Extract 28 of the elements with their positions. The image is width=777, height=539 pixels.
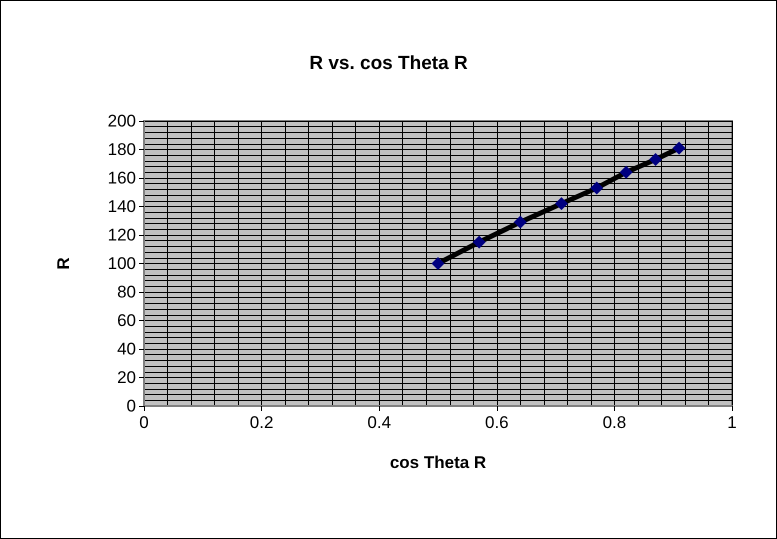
point [672,142,686,155]
point [514,216,527,229]
x-tick-label: 0.6 [484,413,509,432]
y-tick-label: 200 [108,112,136,130]
x-tick-label: 1 [727,413,737,432]
y-tick-label: 100 [108,254,136,273]
y-tick-label: 60 [117,311,136,330]
point [432,257,444,270]
point [472,236,486,249]
y-tick-label: 0 [126,396,136,416]
x-tick-label: 0.8 [602,413,626,432]
chart-title: R vs. cos Theta R [309,53,468,74]
x-tick-label: 0.4 [367,413,392,432]
x-tick-label: 0.2 [250,413,274,432]
x-axis-title: cos Theta R [390,453,486,472]
point [554,197,568,210]
point [590,181,604,194]
y-tick-label: 140 [108,197,136,216]
x-tick-label: 0 [139,413,149,432]
y-tick-label: 40 [117,340,136,358]
y-tick-label: 120 [108,226,136,244]
y-axis-title: R [54,257,73,270]
y-tick-label: 180 [108,140,136,159]
y-tick-label: 80 [117,282,136,302]
point [649,152,662,166]
point [620,166,633,179]
y-tick-label: 160 [108,168,136,188]
y-tick-label: 20 [117,368,136,387]
